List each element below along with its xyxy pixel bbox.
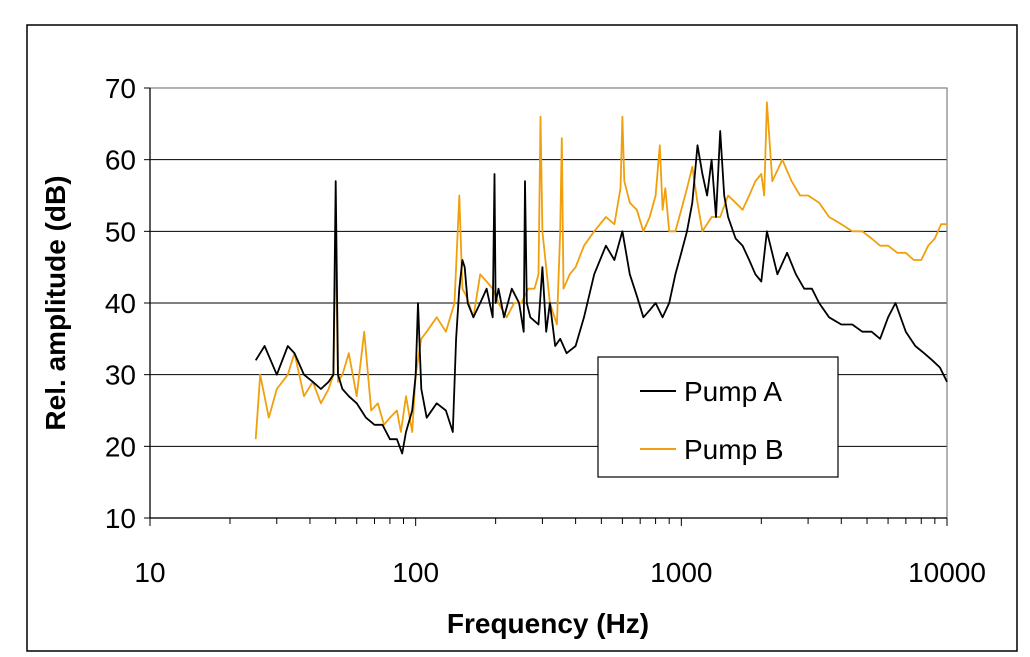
legend-label-pump-b: Pump B	[684, 434, 784, 465]
x-axis-title: Frequency (Hz)	[447, 608, 649, 639]
y-tick-label: 50	[105, 216, 136, 247]
axes: 10 20 30 40 50 60 70 10 100 1000 10000	[105, 73, 986, 588]
x-tick-label: 10000	[908, 557, 986, 588]
series-line-pump-b	[254, 101, 947, 440]
legend-box	[597, 356, 839, 478]
x-tick-label: 1000	[650, 557, 712, 588]
y-tick-label: 30	[105, 360, 136, 391]
legend: Pump A Pump B	[597, 356, 839, 478]
chart-border	[26, 24, 1018, 652]
y-tick-label: 60	[105, 145, 136, 176]
y-tick-label: 70	[105, 73, 136, 104]
y-tick-label: 20	[105, 431, 136, 462]
y-axis-title: Rel. amplitude (dB)	[40, 175, 71, 430]
x-tick-label: 100	[392, 557, 439, 588]
x-tick-label: 10	[134, 557, 165, 588]
legend-label-pump-a: Pump A	[684, 376, 782, 407]
y-tick-label: 10	[105, 503, 136, 534]
series-layer	[254, 101, 948, 455]
y-tick-label: 40	[105, 288, 136, 319]
series-line-pump-a	[254, 130, 948, 455]
